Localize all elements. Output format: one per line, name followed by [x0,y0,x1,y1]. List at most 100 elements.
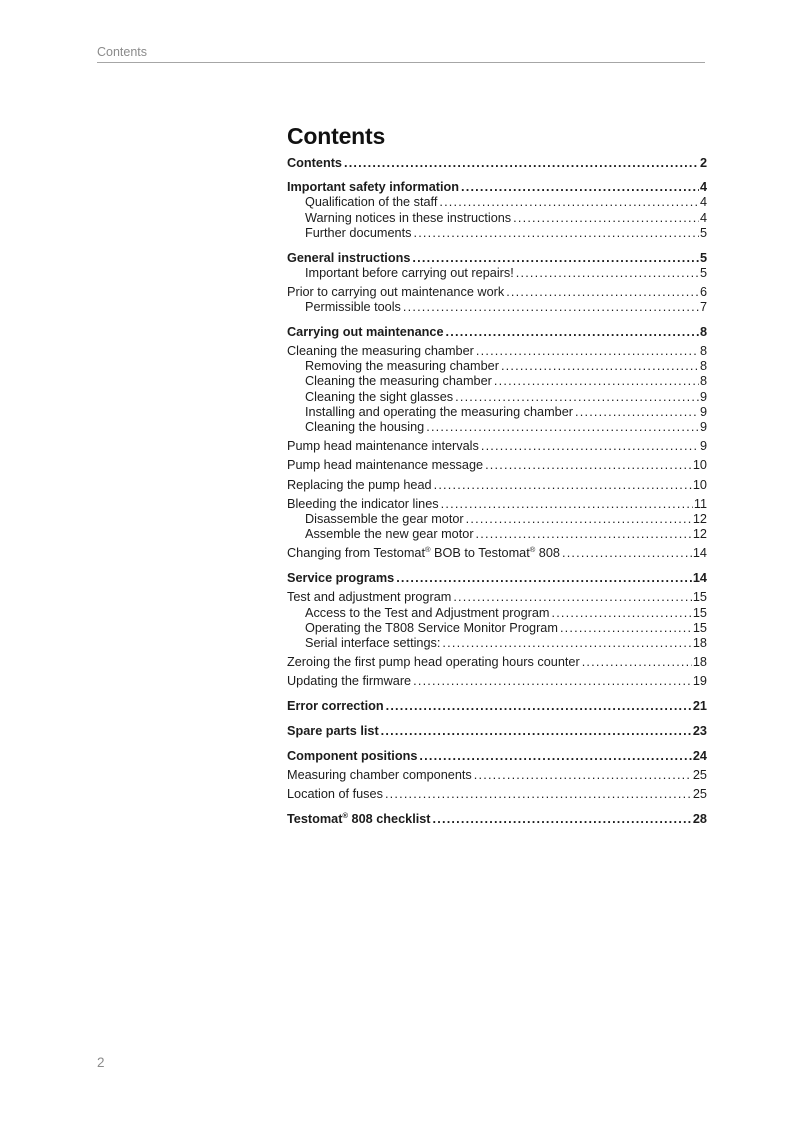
dot-leader [560,546,692,561]
toc-entry-label: Service programs [287,571,395,586]
toc-entry[interactable]: Spare parts list 23 [287,724,707,739]
dot-leader [431,812,692,827]
dot-leader [424,420,699,435]
toc-entry-label: Removing the measuring chamber [305,359,499,374]
toc-entry[interactable]: Changing from Testomat® BOB to Testomat®… [287,546,707,561]
toc-entry-page: 6 [699,284,707,299]
toc-entry-label: Operating the T808 Service Monitor Progr… [305,620,558,635]
toc-entry[interactable]: Testomat® 808 checklist 28 [287,810,707,827]
toc-entry-page: 19 [692,674,707,689]
toc-entry[interactable]: Bleeding the indicator lines 11 [287,497,707,512]
toc-entry-label: Pump head maintenance message [287,458,484,473]
toc-entry[interactable]: Carrying out maintenance 8 [287,325,707,340]
dot-leader [549,606,691,621]
toc-entry-label: Installing and operating the measuring c… [305,404,574,419]
toc-entry-page: 5 [699,265,707,280]
toc-entry[interactable]: Operating the T808 Service Monitor Progr… [305,621,707,636]
toc-entry-label: Qualification of the staff [305,195,438,210]
toc-entry[interactable]: Replacing the pump head 10 [287,478,707,493]
toc-entry-page: 5 [699,250,707,265]
dot-leader [411,226,698,241]
toc-entry[interactable]: Contents 2 [287,156,707,171]
toc-entry[interactable]: Measuring chamber components 25 [287,768,707,783]
dot-leader [401,300,699,315]
toc-entry-page: 9 [699,389,707,404]
toc-entry[interactable]: Pump head maintenance message 10 [287,458,707,473]
toc-entry[interactable]: Cleaning the housing 9 [305,420,707,435]
toc-entry[interactable]: Assemble the new gear motor 12 [305,527,707,542]
toc-entry-page: 9 [699,439,707,454]
toc-entry[interactable]: Important safety information 4 [287,180,707,195]
toc-entry-page: 11 [693,496,707,511]
toc-entry-label: Warning notices in these instructions [305,210,512,225]
dot-leader [511,211,699,226]
toc-entry-page: 18 [692,655,707,670]
toc-entry[interactable]: Pump head maintenance intervals 9 [287,439,707,454]
toc-entry[interactable]: Important before carrying out repairs! 5 [305,266,707,281]
dot-leader [411,674,692,689]
dot-leader [492,374,699,389]
toc-entry-page: 5 [699,225,707,240]
dot-leader [432,478,692,493]
toc-entry-page: 10 [692,477,707,492]
dot-leader [580,655,692,670]
dot-leader [474,344,699,359]
toc-entry-label: Pump head maintenance intervals [287,439,479,454]
toc-entry-page: 15 [692,605,707,620]
toc-entry-page: 25 [692,786,707,801]
toc-entry[interactable]: Updating the firmware 19 [287,674,707,689]
toc-entry-label: Zeroing the first pump head operating ho… [287,655,580,670]
toc-entry-page: 2 [699,155,707,170]
toc-entry-page: 9 [699,404,707,419]
toc-entry[interactable]: Location of fuses 25 [287,787,707,802]
dot-leader [472,768,692,783]
toc-entry[interactable]: Removing the measuring chamber 8 [305,359,707,374]
toc-entry[interactable]: Prior to carrying out maintenance work 6 [287,285,707,300]
toc-entry[interactable]: Warning notices in these instructions 4 [305,211,707,226]
toc-entry-label: Prior to carrying out maintenance work [287,284,505,299]
toc-entry[interactable]: Access to the Test and Adjustment progra… [305,606,707,621]
toc-entry[interactable]: Disassemble the gear motor 12 [305,512,707,527]
toc-entry-label: Cleaning the measuring chamber [305,374,492,389]
toc-entry-label: Testomat® 808 checklist [287,810,431,826]
toc-entry[interactable]: Cleaning the sight glasses 9 [305,390,707,405]
dot-leader [483,458,692,473]
toc-entry[interactable]: Installing and operating the measuring c… [305,405,707,420]
toc-entry-page: 8 [699,324,707,339]
dot-leader [417,749,691,764]
toc-entry-page: 21 [692,699,707,714]
toc-entry-page: 4 [699,180,707,195]
toc-entry-page: 23 [692,723,707,738]
toc-entry-page: 25 [692,767,707,782]
toc-entry[interactable]: Component positions 24 [287,749,707,764]
toc-entry[interactable]: Service programs 14 [287,571,707,586]
dot-leader [379,724,692,739]
toc-entry[interactable]: General instructions 5 [287,251,707,266]
dot-leader [444,325,699,340]
toc-entry[interactable]: Cleaning the measuring chamber 8 [287,344,707,359]
toc-entry[interactable]: Permissible tools 7 [305,300,707,315]
dot-leader [342,156,699,171]
dot-leader [394,571,692,586]
toc-entry-label: Replacing the pump head [287,477,432,492]
toc-entry-label: Important safety information [287,180,459,195]
toc-entry[interactable]: Error correction 21 [287,699,707,714]
toc-entry-page: 15 [692,620,707,635]
toc-entry[interactable]: Cleaning the measuring chamber 8 [305,374,707,389]
page-title: Contents [287,123,386,150]
toc-list: Contents 2 Important safety information … [287,146,707,827]
toc-entry-label: Cleaning the sight glasses [305,389,454,404]
dot-leader [410,251,699,266]
dot-leader [384,699,692,714]
page-number: 2 [97,1055,105,1070]
dot-leader [464,512,692,527]
dot-leader [440,636,691,651]
toc-entry[interactable]: Further documents 5 [305,226,707,241]
toc-entry[interactable]: Serial interface settings: 18 [305,636,707,651]
toc-entry-page: 4 [699,210,707,225]
toc-entry[interactable]: Qualification of the staff 4 [305,195,707,210]
toc-entry[interactable]: Test and adjustment program 15 [287,590,707,605]
toc-entry-label: Location of fuses [287,786,383,801]
toc-entry-label: Component positions [287,748,418,763]
toc-entry[interactable]: Zeroing the first pump head operating ho… [287,655,707,670]
